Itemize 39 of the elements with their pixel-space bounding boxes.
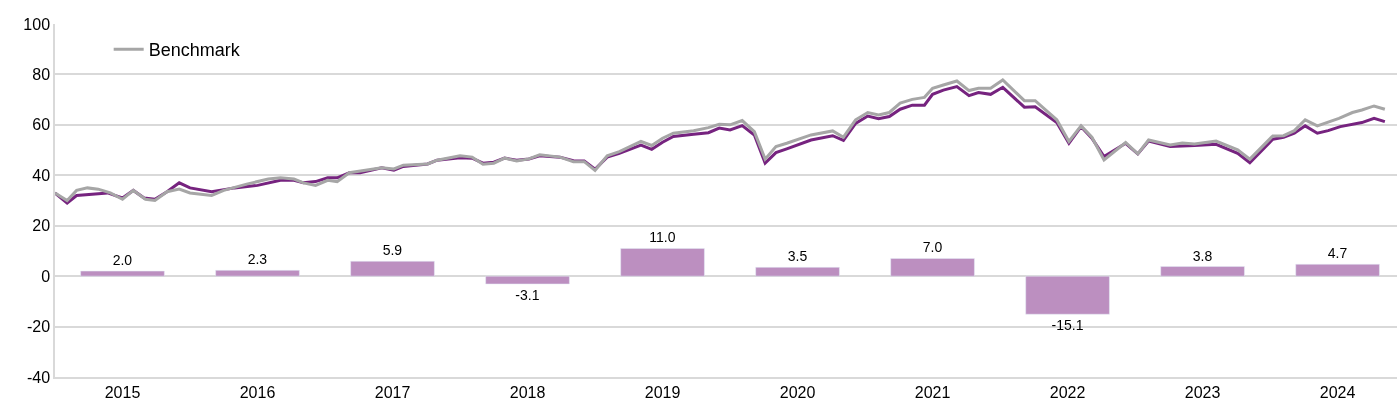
- data-label: 2.3: [247, 251, 268, 268]
- x-tick-label: 2022: [1049, 383, 1086, 401]
- y-tick-label: 0: [41, 267, 51, 285]
- y-tick-label: 60: [32, 116, 51, 134]
- bar: [755, 267, 840, 277]
- bar: [350, 261, 435, 277]
- y-tick-label: 20: [32, 217, 51, 235]
- x-tick-label: 2023: [1184, 383, 1221, 401]
- x-tick-label: 2019: [644, 383, 681, 401]
- y-tick-label: 40: [32, 166, 51, 184]
- x-tick-label: 2016: [239, 383, 276, 401]
- data-label: -15.1: [1051, 317, 1084, 334]
- bar: [1160, 266, 1245, 277]
- x-tick-label: 2015: [104, 383, 141, 401]
- legend-label: Benchmark: [148, 40, 241, 61]
- data-label: 11.0: [649, 229, 676, 246]
- data-label: 5.9: [382, 242, 403, 259]
- x-tick-label: 2021: [914, 383, 951, 401]
- data-label: 7.0: [922, 239, 943, 256]
- data-label: -3.1: [515, 286, 540, 303]
- x-tick-label: 2018: [509, 383, 546, 401]
- data-label: 4.7: [1327, 245, 1348, 262]
- data-label: 2.0: [112, 252, 133, 269]
- bar: [620, 248, 705, 277]
- bar: [1295, 264, 1380, 277]
- x-tick-label: 2017: [374, 383, 411, 401]
- bar: [485, 275, 570, 285]
- x-tick-label: 2024: [1319, 383, 1356, 401]
- data-label: 3.5: [787, 248, 808, 265]
- y-tick-label: -20: [26, 318, 51, 336]
- bar: [215, 270, 300, 277]
- bar: [1025, 275, 1110, 315]
- data-label: 3.8: [1192, 247, 1213, 264]
- y-tick-label: 80: [32, 66, 51, 84]
- y-tick-label: 100: [23, 15, 51, 33]
- x-tick-label: 2020: [779, 383, 816, 401]
- bar: [890, 258, 975, 277]
- bar: [80, 270, 165, 277]
- y-tick-label: -40: [26, 368, 51, 386]
